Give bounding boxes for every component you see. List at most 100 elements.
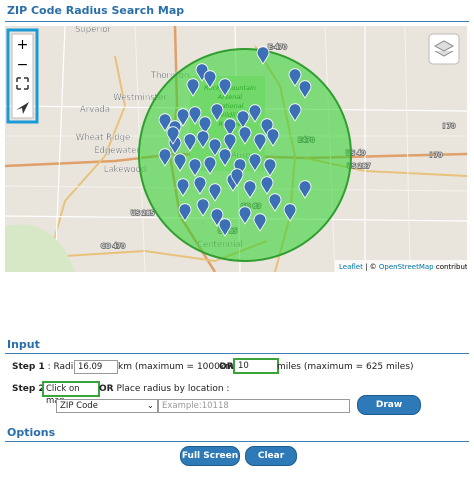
pin	[176, 178, 190, 197]
pin	[223, 118, 237, 137]
road-label: US 285	[131, 209, 154, 217]
pin	[158, 148, 172, 167]
pin	[233, 158, 247, 177]
km-input[interactable]: 16.09	[74, 360, 118, 374]
road-label: US 40	[346, 149, 365, 157]
road-label: US 287	[347, 162, 370, 170]
leaflet-link[interactable]: Leaflet	[339, 263, 363, 271]
pin	[198, 116, 212, 135]
pin	[260, 176, 274, 195]
pin	[196, 130, 210, 149]
pin	[230, 168, 244, 187]
attribution: Leaflet | © OpenStreetMap contributors	[339, 263, 467, 271]
zoom-in[interactable]: +	[17, 37, 29, 53]
miles-text: miles (maximum = 625 miles)	[277, 362, 414, 372]
place-label: Lakewood	[104, 165, 147, 175]
pin	[210, 208, 224, 227]
place-label: Arvada	[80, 105, 110, 115]
step1-text: : Radius	[44, 362, 84, 372]
pin	[288, 103, 302, 122]
options-rule	[5, 441, 469, 442]
select-arrow: ⌄	[146, 401, 154, 411]
layers-icon	[433, 40, 455, 57]
full-screen-button[interactable]: Full Screen	[180, 446, 240, 466]
pin	[236, 110, 250, 129]
pin	[288, 68, 302, 87]
road-label: CO 470	[101, 242, 125, 250]
pin	[186, 78, 200, 97]
pin	[253, 133, 267, 152]
pin	[238, 126, 252, 145]
location-select[interactable]: ZIP Code ⌄	[56, 399, 158, 413]
page: ZIP Code Radius Search Map Superior Thorn…	[5, 4, 469, 479]
fullscreen-control[interactable]	[16, 77, 29, 90]
pin	[208, 183, 222, 202]
or1: OR	[219, 362, 234, 372]
pin	[266, 128, 280, 147]
pin	[196, 198, 210, 217]
place-label: Thornton	[150, 71, 189, 81]
clear-map-button[interactable]: Clear Map	[245, 446, 297, 479]
pin	[243, 180, 257, 199]
road-label: I 70	[443, 122, 455, 130]
pin	[238, 206, 252, 225]
pin	[193, 176, 207, 195]
or2: OR	[99, 384, 114, 394]
pin	[223, 133, 237, 152]
select-value: ZIP Code	[60, 401, 98, 411]
osm-link[interactable]: OpenStreetMap	[379, 263, 434, 271]
pin	[298, 80, 312, 99]
road-label: I 70	[430, 151, 442, 159]
miles-input[interactable]: 10	[233, 358, 279, 374]
place-label: Edgewater	[94, 146, 140, 156]
pin	[188, 158, 202, 177]
options-heading: Options	[7, 426, 56, 439]
attribution-suffix: contributors	[434, 263, 467, 271]
step2-rest-text: Place radius by location :	[113, 384, 230, 394]
radius-circle	[138, 48, 352, 262]
pin	[158, 113, 172, 132]
pin	[253, 213, 267, 232]
pin	[248, 153, 262, 172]
controls-highlight	[6, 28, 39, 124]
input-heading: Input	[7, 338, 40, 351]
location-input[interactable]: Example:10118	[158, 399, 350, 413]
pin	[218, 148, 232, 167]
pin	[176, 108, 190, 127]
click-on-map[interactable]: Click on map	[42, 381, 100, 406]
attribution-sep: | ©	[363, 263, 379, 271]
title-rule	[5, 21, 469, 22]
locate-control[interactable]	[16, 102, 29, 114]
control-bar	[11, 33, 34, 119]
pins	[158, 46, 312, 237]
pin	[298, 180, 312, 199]
step2-rest: OR Place radius by location :	[99, 384, 229, 394]
draw-radius-button[interactable]: Draw Radius	[357, 395, 421, 428]
step2: Step 2	[12, 384, 45, 394]
pin	[203, 70, 217, 89]
km-text: km (maximum = 1000km)	[118, 362, 238, 372]
input-rule	[5, 353, 469, 354]
pin	[203, 156, 217, 175]
place-label: Superior	[75, 26, 111, 35]
pin	[178, 203, 192, 222]
pin	[173, 153, 187, 172]
pin	[256, 46, 270, 65]
pin	[260, 118, 274, 137]
park	[5, 224, 75, 272]
title: ZIP Code Radius Search Map	[7, 4, 185, 17]
attribution-bg	[335, 260, 467, 272]
zoom-out[interactable]: −	[17, 57, 29, 73]
step1-label: Step 1 : Radius	[12, 362, 84, 372]
pin	[283, 203, 297, 222]
pin	[263, 158, 277, 177]
pin	[218, 218, 232, 237]
step1: Step 1	[12, 362, 45, 372]
road-label: E-470	[268, 43, 287, 51]
pin	[166, 126, 180, 145]
pin	[188, 106, 202, 125]
pin	[218, 78, 232, 97]
pin	[208, 138, 222, 157]
pin	[183, 133, 197, 152]
